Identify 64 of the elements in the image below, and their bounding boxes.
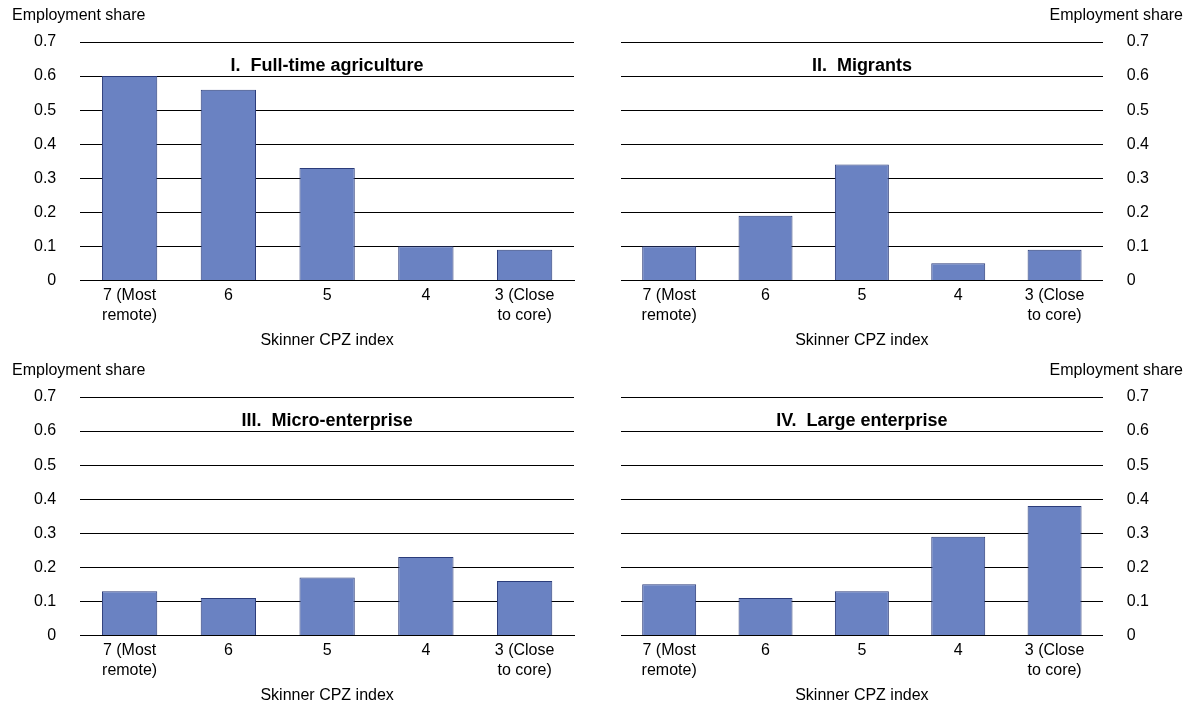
y2-tick-label: 0.5 — [1126, 455, 1150, 473]
y-tick-label: 0.6 — [33, 421, 57, 439]
text: II. Migrants — [811, 54, 912, 75]
y-tick-label: 0 — [47, 625, 57, 643]
y2-tick-label: 0.5 — [1126, 100, 1150, 118]
y2-tick-label: 0.3 — [1126, 168, 1150, 186]
y-tick-label: 0.2 — [33, 202, 57, 220]
x-axis-title: Skinner CPZ index — [795, 685, 929, 703]
y-axis-title: Employment share — [12, 6, 146, 24]
x-tick-label: 3 (Close to core) — [494, 641, 555, 678]
y-tick-label: 0.7 — [33, 387, 57, 405]
x-tick-label: 6 — [761, 641, 771, 659]
x-tick-label: 7 (Most remote) — [102, 286, 158, 323]
x-tick-label: 7 (Most remote) — [641, 286, 697, 323]
y-tick-label: 0.4 — [33, 134, 57, 152]
y-tick-label: 0.6 — [33, 66, 57, 84]
x-tick-label: 6 — [223, 641, 233, 659]
y2-axis-title: Employment share — [1049, 6, 1184, 24]
y-tick-label: 0.2 — [33, 557, 57, 575]
y2-axis-title: Employment share — [1049, 361, 1184, 379]
text: III. Micro-enterprise — [241, 409, 413, 430]
x-tick-label: 3 (Close to core) — [1024, 286, 1085, 323]
y-tick-label: 0.5 — [33, 100, 57, 118]
y-tick-label: 0.4 — [33, 489, 57, 507]
x-tick-label: 7 (Most remote) — [102, 641, 158, 678]
y-tick-label: 0.1 — [33, 591, 57, 609]
y-tick-label: 0.3 — [33, 523, 57, 541]
x-tick-label: 6 — [761, 286, 771, 304]
y2-tick-label: 0.1 — [1126, 236, 1150, 254]
y2-tick-label: 0.4 — [1126, 489, 1150, 507]
y2-tick-label: 0.7 — [1126, 387, 1150, 405]
x-tick-label: 4 — [953, 286, 963, 304]
x-tick-label: 4 — [953, 641, 963, 659]
y-tick-label: 0.5 — [33, 455, 57, 473]
y-tick-label: 0.7 — [33, 32, 57, 50]
x-tick-label: 4 — [421, 286, 431, 304]
x-tick-label: 5 — [322, 641, 332, 659]
y-tick-label: 0.1 — [33, 236, 57, 254]
y2-tick-label: 0 — [1126, 625, 1136, 643]
y2-tick-label: 0.2 — [1126, 557, 1150, 575]
x-tick-label: 5 — [322, 286, 332, 304]
y-axis-title: Employment share — [12, 361, 146, 379]
x-axis-title: Skinner CPZ index — [260, 685, 394, 703]
y2-tick-label: 0.7 — [1126, 32, 1150, 50]
x-axis-title: Skinner CPZ index — [795, 330, 929, 348]
x-tick-label: 6 — [223, 286, 233, 304]
y-tick-label: 0 — [47, 270, 57, 288]
x-tick-label: 5 — [857, 286, 867, 304]
y-tick-label: 0.3 — [33, 168, 57, 186]
x-tick-label: 4 — [421, 641, 431, 659]
y2-tick-label: 0.4 — [1126, 134, 1150, 152]
x-tick-label: 7 (Most remote) — [641, 641, 697, 678]
x-tick-label: 3 (Close to core) — [494, 286, 555, 323]
y2-tick-label: 0.6 — [1126, 66, 1150, 84]
y2-tick-label: 0.2 — [1126, 202, 1150, 220]
y2-tick-label: 0 — [1126, 270, 1136, 288]
x-tick-label: 5 — [857, 641, 867, 659]
y2-tick-label: 0.3 — [1126, 523, 1150, 541]
x-tick-label: 3 (Close to core) — [1024, 641, 1085, 678]
text: IV. Large enterprise — [776, 409, 948, 430]
text: I. Full-time agriculture — [230, 54, 424, 75]
x-axis-title: Skinner CPZ index — [260, 330, 394, 348]
y2-tick-label: 0.6 — [1126, 421, 1150, 439]
y2-tick-label: 0.1 — [1126, 591, 1150, 609]
